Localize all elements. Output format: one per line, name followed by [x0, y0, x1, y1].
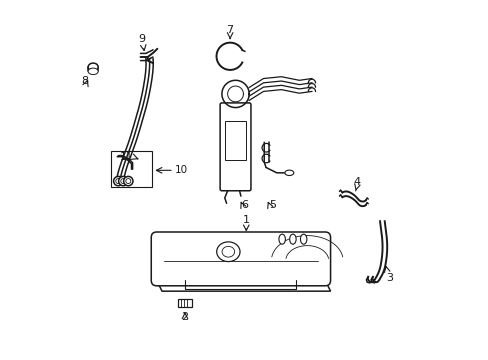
- Circle shape: [125, 179, 131, 184]
- Circle shape: [113, 176, 122, 186]
- Ellipse shape: [300, 234, 306, 244]
- Ellipse shape: [216, 242, 240, 262]
- Text: 1: 1: [243, 215, 249, 225]
- Bar: [111, 151, 152, 187]
- Text: 9: 9: [138, 35, 145, 44]
- Text: 10: 10: [175, 165, 188, 175]
- Bar: [225, 121, 245, 160]
- Ellipse shape: [222, 246, 234, 257]
- Text: 11: 11: [120, 152, 133, 162]
- Ellipse shape: [88, 68, 98, 75]
- Ellipse shape: [88, 63, 98, 71]
- Text: 4: 4: [353, 177, 360, 187]
- Ellipse shape: [278, 234, 285, 244]
- Circle shape: [116, 179, 121, 184]
- Circle shape: [119, 176, 128, 186]
- Ellipse shape: [289, 234, 296, 244]
- FancyBboxPatch shape: [220, 103, 250, 191]
- Polygon shape: [156, 280, 330, 291]
- Text: 8: 8: [81, 76, 88, 86]
- Ellipse shape: [285, 170, 293, 176]
- Text: 7: 7: [226, 25, 233, 35]
- Bar: [178, 300, 191, 307]
- Circle shape: [121, 179, 125, 184]
- Text: 5: 5: [268, 201, 275, 211]
- Circle shape: [123, 176, 133, 186]
- Text: 2: 2: [181, 312, 188, 321]
- FancyBboxPatch shape: [151, 232, 330, 286]
- Text: 3: 3: [386, 273, 392, 283]
- Text: 6: 6: [241, 201, 248, 211]
